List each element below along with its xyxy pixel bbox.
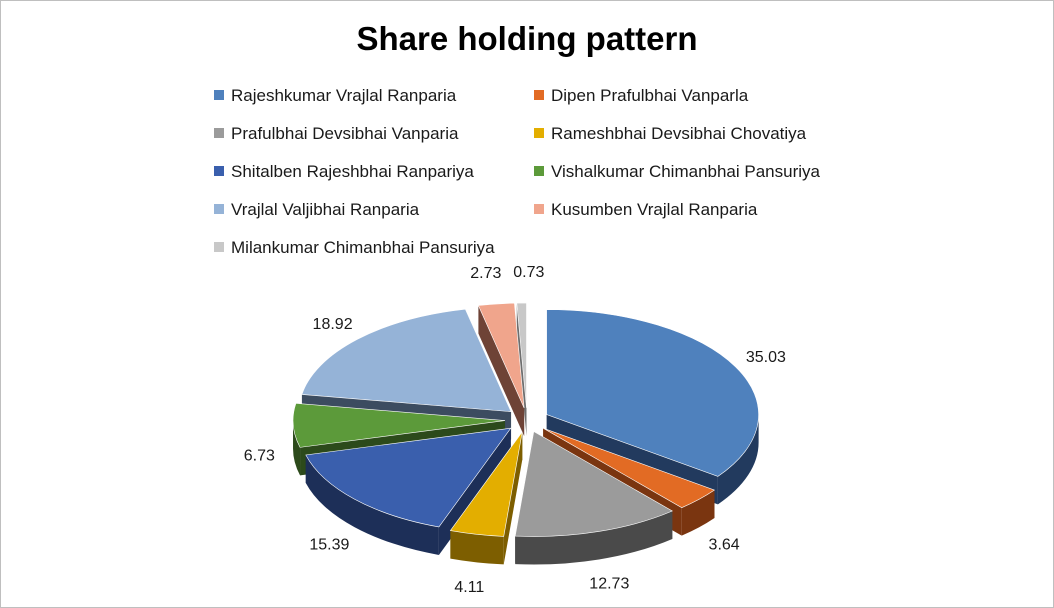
data-label-5: 6.73	[244, 448, 275, 465]
legend-swatch	[534, 166, 544, 176]
legend-label: Kusumben Vrajlal Ranparia	[551, 200, 758, 219]
pie-slice-rim-3	[450, 530, 504, 565]
legend-item-milankumar: Milankumar Chimanbhai Pansuriya	[214, 238, 495, 258]
pie-slice-side-7	[478, 305, 525, 437]
legend-swatch	[214, 128, 224, 138]
legend-swatch	[534, 128, 544, 138]
legend-label: Vishalkumar Chimanbhai Pansuriya	[551, 162, 820, 181]
legend-item-vishalkumar: Vishalkumar Chimanbhai Pansuriya	[534, 162, 820, 182]
pie-slice-3	[449, 431, 523, 537]
legend-swatch	[214, 204, 224, 214]
data-label-6: 18.92	[313, 316, 353, 333]
legend-label: Milankumar Chimanbhai Pansuriya	[231, 238, 495, 257]
legend-item-rajeshkumar: Rajeshkumar Vrajlal Ranparia	[214, 86, 456, 106]
pie-slice-5	[292, 403, 506, 448]
pie-slice-side-8	[516, 303, 527, 436]
chart-title: Share holding pattern	[356, 20, 698, 57]
legend-swatch	[534, 204, 544, 214]
legend-swatch	[214, 166, 224, 176]
legend-item-kusumben: Kusumben Vrajlal Ranparia	[534, 200, 757, 220]
legend-swatch	[214, 242, 224, 252]
legend-label: Rajeshkumar Vrajlal Ranparia	[231, 86, 457, 105]
legend-swatch	[534, 90, 544, 100]
pie-slice-8	[516, 302, 527, 408]
pie-slice-0	[546, 309, 759, 477]
pie-slice-4	[305, 427, 512, 528]
data-label-0: 35.03	[746, 349, 786, 366]
data-label-2: 12.73	[589, 575, 629, 592]
pie-label-layer: 35.03 3.64 12.73 4.11 15.39 6.73 18.92 2.73 0.73	[244, 264, 786, 596]
legend-label: Vrajlal Valjibhai Ranparia	[231, 200, 420, 219]
legend-item-vrajlal: Vrajlal Valjibhai Ranparia	[214, 200, 419, 220]
data-label-8: 0.73	[513, 264, 544, 281]
legend-label: Rameshbhai Devsibhai Chovatiya	[551, 124, 807, 143]
data-label-4: 15.39	[309, 536, 349, 553]
data-label-3: 4.11	[454, 579, 484, 596]
pie-slice-rim-1	[681, 490, 715, 536]
pie-slice-6	[301, 308, 512, 413]
legend-item-prafulbhai: Prafulbhai Devsibhai Vanparia	[214, 124, 458, 144]
data-label-1: 3.64	[709, 537, 740, 554]
legend-label: Prafulbhai Devsibhai Vanparia	[231, 124, 459, 143]
pie-slice-rim-4	[305, 454, 439, 555]
legend-label: Shitalben Rajeshbhai Ranpariya	[231, 162, 474, 181]
legend-item-dipen: Dipen Prafulbhai Vanparla	[534, 86, 748, 106]
pie-slice-1	[543, 427, 716, 509]
legend-item-rameshbhai: Rameshbhai Devsibhai Chovatiya	[534, 124, 806, 144]
legend-item-shitalben: Shitalben Rajeshbhai Ranpariya	[214, 162, 474, 182]
legend-swatch	[214, 90, 224, 100]
legend-label: Dipen Prafulbhai Vanparla	[551, 86, 749, 105]
data-label-7: 2.73	[470, 265, 501, 282]
pie-slice-7	[477, 302, 525, 409]
pie-top-layer	[292, 302, 759, 537]
pie-slice-2	[514, 431, 673, 537]
